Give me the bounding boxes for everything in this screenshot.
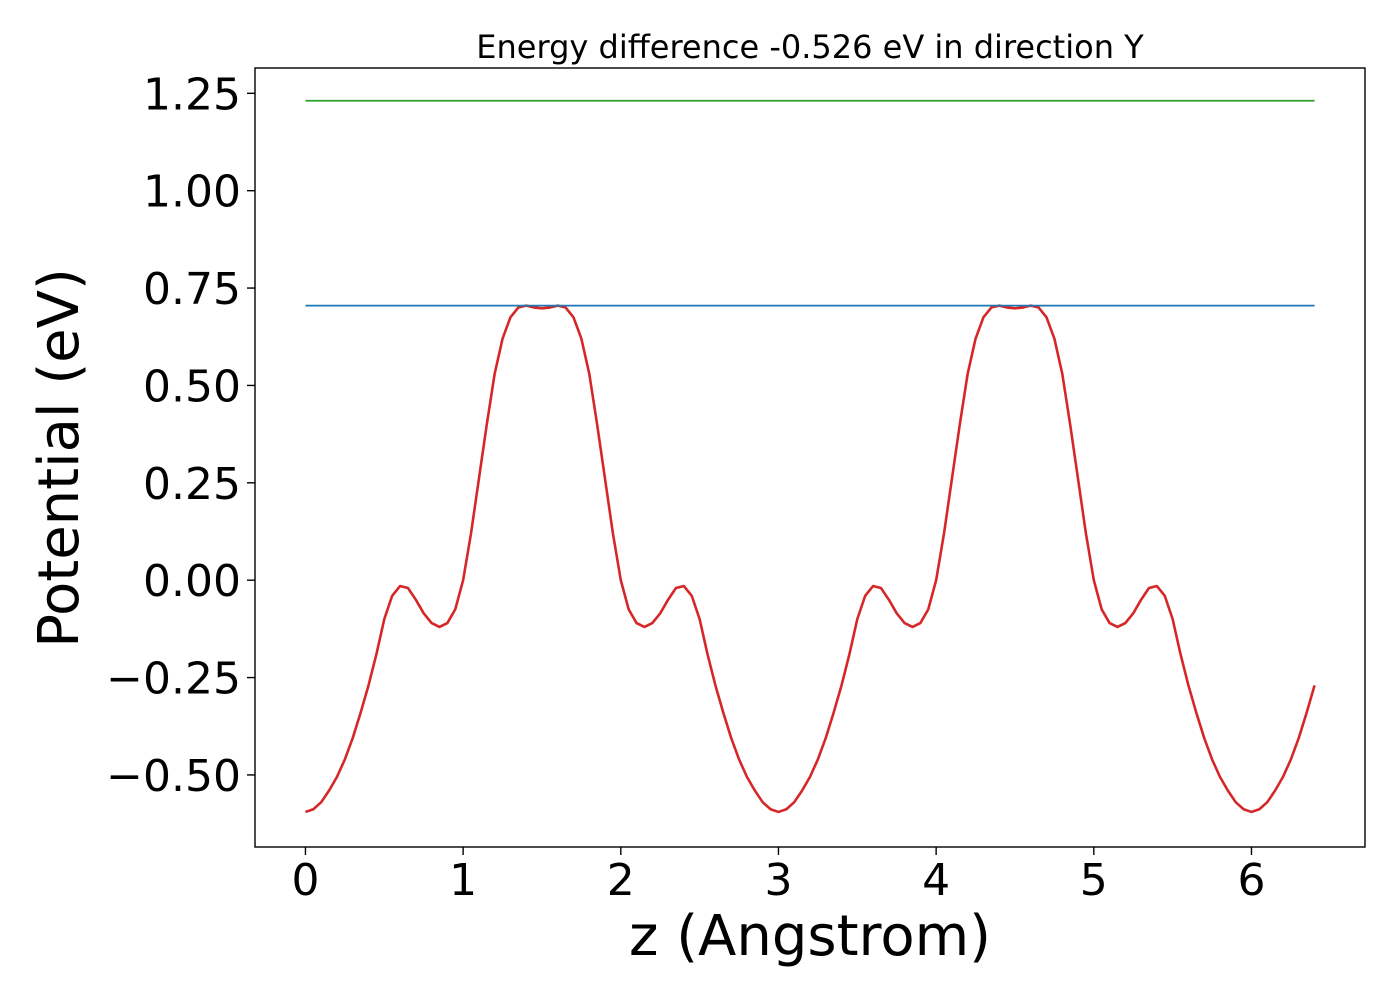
x-axis: 0 1 2 3 4 5 6 [291, 847, 1265, 906]
x-tick-label: 6 [1237, 855, 1265, 906]
y-axis-label: Potential (eV) [27, 268, 92, 648]
chart-title: Energy difference -0.526 eV in direction… [476, 28, 1144, 66]
x-tick-label: 3 [764, 855, 792, 906]
plot-frame [254, 67, 1366, 848]
x-tick-label: 4 [922, 855, 950, 906]
y-tick-label: −0.50 [106, 751, 241, 802]
x-tick-label: 5 [1080, 855, 1108, 906]
y-tick-label: 0.25 [143, 459, 241, 510]
series-line-potential [305, 304, 1316, 814]
y-tick-label: −0.25 [106, 654, 241, 705]
x-axis-label: z (Angstrom) [629, 904, 991, 969]
x-tick-label: 1 [449, 855, 477, 906]
series-layer [305, 99, 1316, 814]
y-tick-label: 0.00 [143, 556, 241, 607]
y-tick-label: 1.25 [143, 69, 241, 120]
y-tick-label: 0.50 [143, 361, 241, 412]
y-tick-label: 1.00 [143, 167, 241, 218]
x-tick-label: 0 [291, 855, 319, 906]
y-axis: −0.50 −0.25 0.00 0.25 0.50 0.75 1.00 1.25 [106, 69, 255, 802]
y-tick-label: 0.75 [143, 264, 241, 315]
x-tick-label: 2 [607, 855, 635, 906]
